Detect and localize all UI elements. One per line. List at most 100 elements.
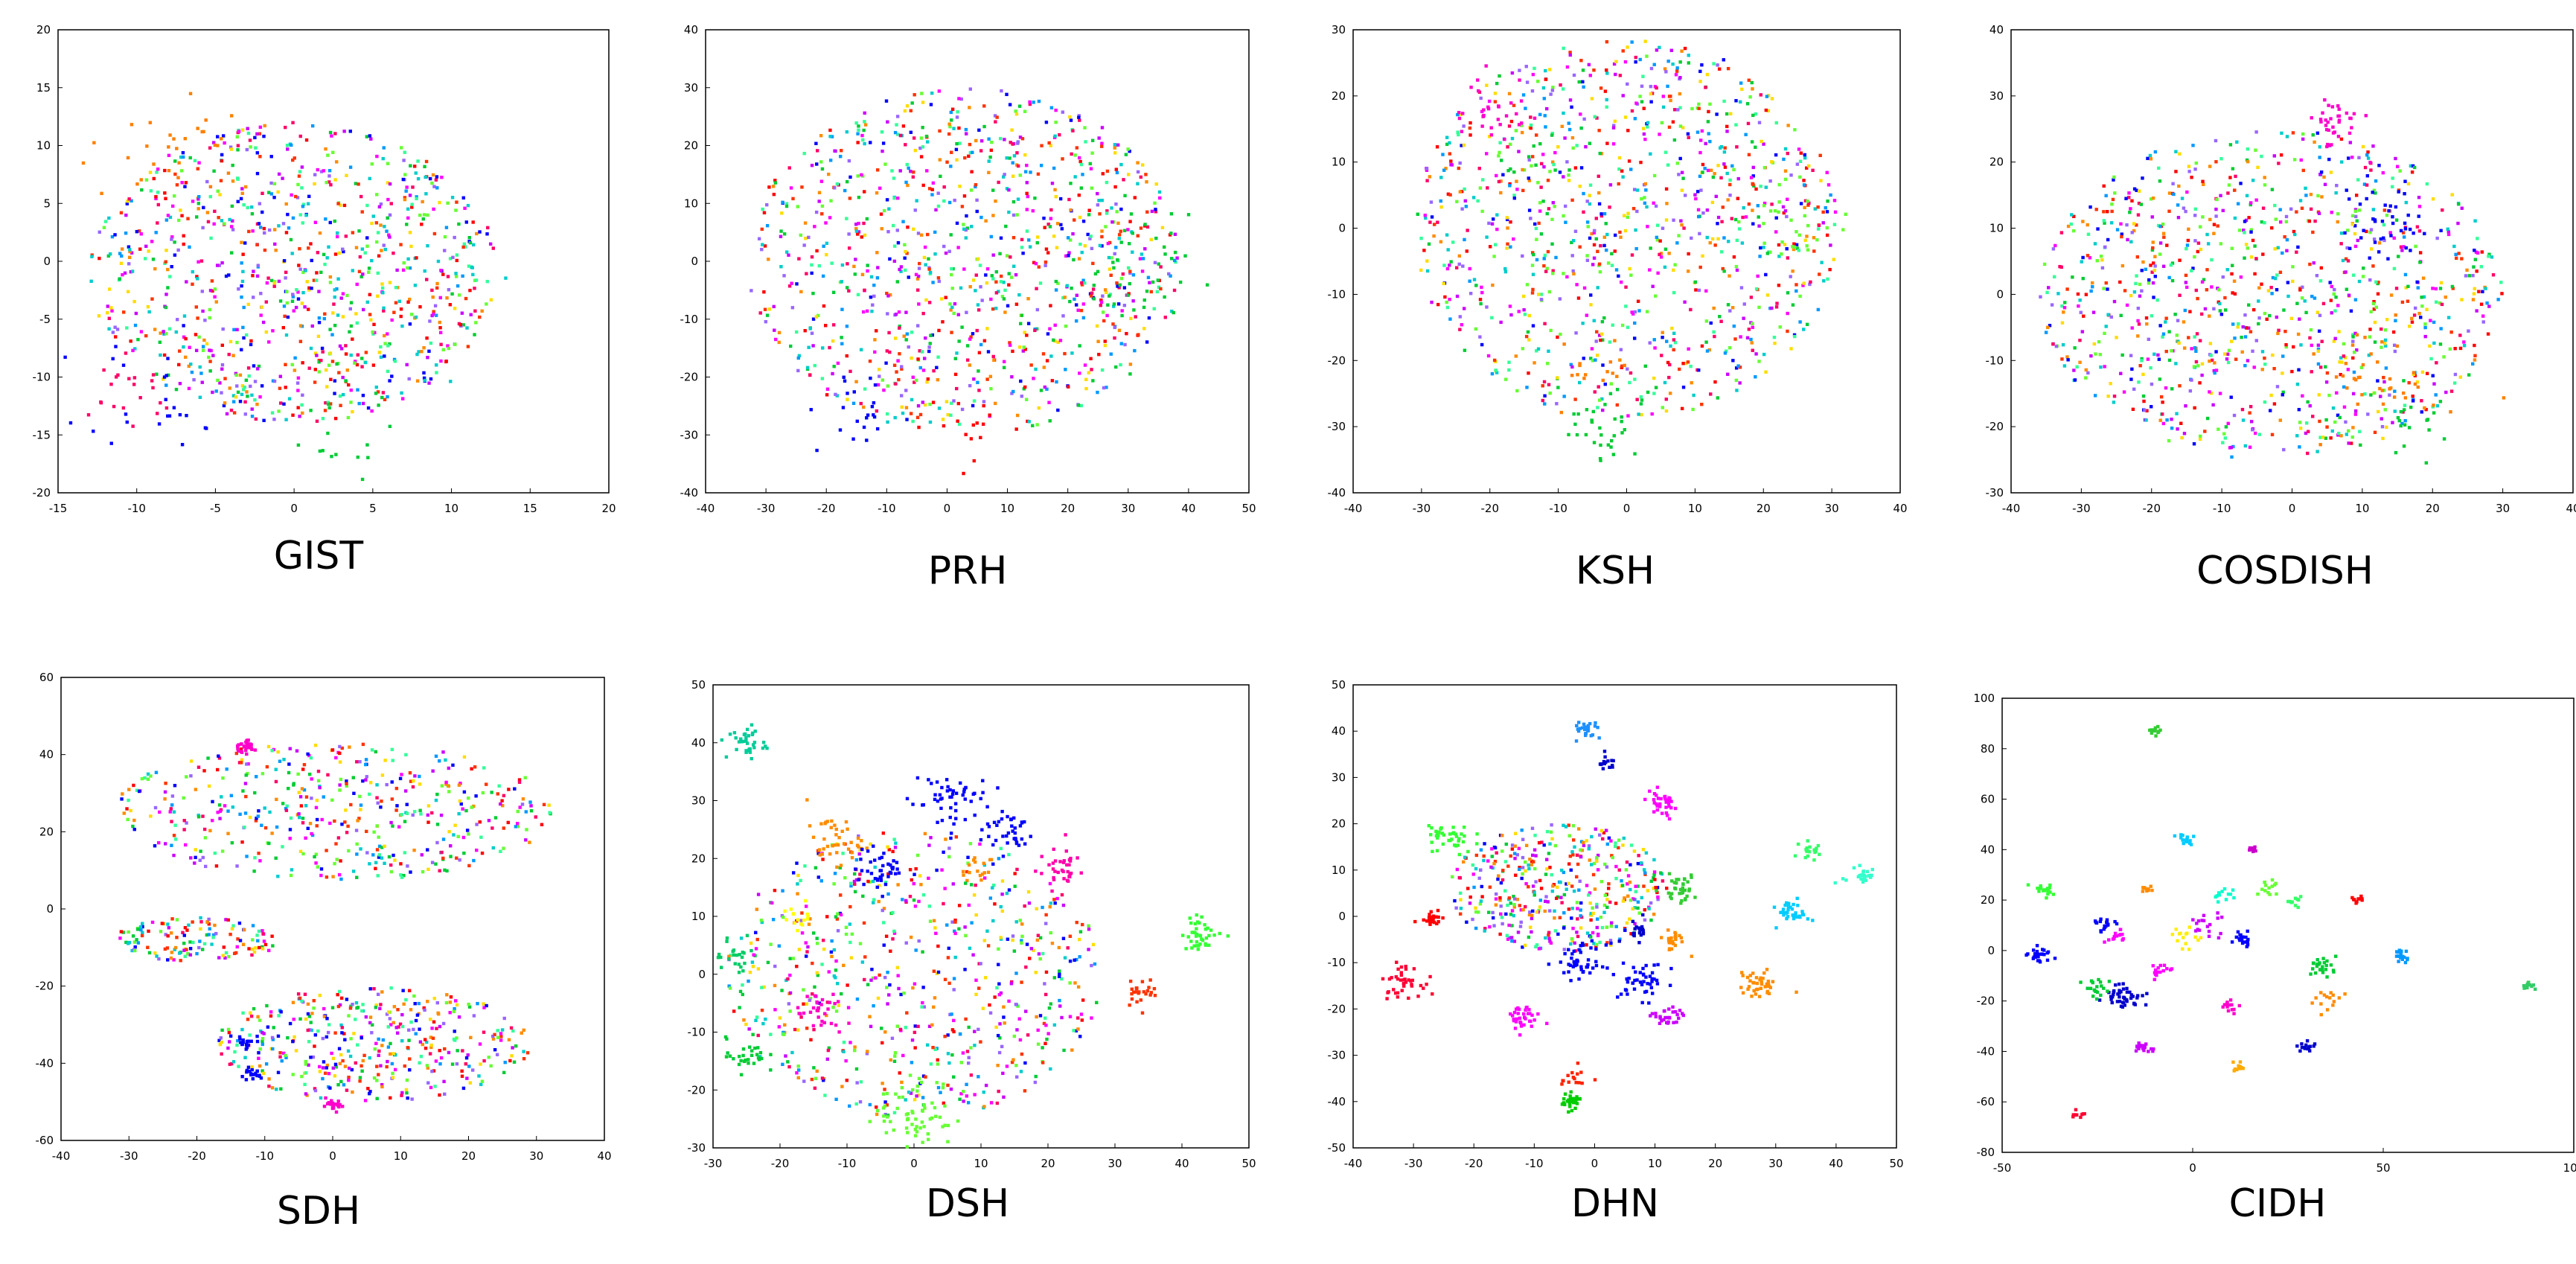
data-point <box>287 397 292 400</box>
data-point <box>921 400 925 404</box>
data-point <box>465 326 469 330</box>
data-point <box>1789 347 1793 351</box>
data-point <box>1186 213 1191 217</box>
data-point <box>2438 287 2443 290</box>
data-point <box>1713 334 1716 339</box>
data-point <box>962 223 965 226</box>
data-point <box>426 848 429 852</box>
data-point <box>784 202 789 205</box>
data-point <box>212 141 216 144</box>
data-point <box>2377 280 2380 284</box>
data-point <box>212 933 216 937</box>
x-tick-label: 0 <box>2289 502 2296 515</box>
data-point <box>2225 357 2229 361</box>
data-point <box>1602 235 1607 239</box>
data-point <box>1709 321 1713 325</box>
data-point <box>372 830 376 834</box>
data-point <box>1683 300 1687 304</box>
x-tick-label: -40 <box>2002 502 2021 515</box>
data-point <box>2352 112 2356 116</box>
data-point <box>893 130 898 135</box>
data-point <box>1074 319 1078 323</box>
data-point <box>323 409 327 412</box>
data-point <box>317 370 322 374</box>
data-point <box>1462 143 1466 147</box>
data-point <box>2332 339 2336 343</box>
data-point <box>2395 165 2400 168</box>
data-point <box>163 168 167 173</box>
data-point <box>218 381 222 385</box>
data-point <box>1626 215 1630 220</box>
data-point <box>468 240 473 245</box>
data-point <box>335 858 339 861</box>
data-point <box>1012 154 1017 158</box>
data-point <box>1585 200 1589 203</box>
data-point <box>195 275 199 278</box>
data-point <box>1551 86 1555 89</box>
data-point <box>2078 360 2082 364</box>
data-point <box>774 337 778 342</box>
data-point <box>2383 338 2388 342</box>
data-point <box>319 867 324 871</box>
data-point <box>423 165 426 169</box>
data-point <box>440 784 444 788</box>
data-point <box>2403 179 2407 183</box>
data-point <box>1477 167 1481 170</box>
data-point <box>1018 345 1022 349</box>
data-point <box>2099 255 2103 258</box>
data-point <box>231 163 234 167</box>
data-point <box>901 124 906 128</box>
data-point <box>2476 237 2479 240</box>
data-point <box>2178 384 2182 388</box>
data-point <box>2373 320 2377 325</box>
data-point <box>1611 126 1616 130</box>
data-point <box>2195 332 2199 336</box>
data-point <box>1425 269 1430 273</box>
data-point <box>89 279 93 283</box>
data-point <box>1826 183 1831 187</box>
data-point <box>998 136 1003 141</box>
data-point <box>1435 145 1439 149</box>
data-point <box>1592 256 1597 260</box>
data-point <box>159 400 162 405</box>
data-point <box>1596 249 1599 253</box>
data-point <box>346 415 351 420</box>
x-tick-label: 20 <box>601 502 616 515</box>
data-point <box>1491 217 1495 221</box>
data-point <box>125 202 130 205</box>
data-point <box>1155 290 1160 294</box>
data-point <box>1593 229 1597 233</box>
data-point <box>1119 240 1123 244</box>
data-point <box>1648 341 1652 345</box>
data-point <box>471 220 475 224</box>
data-point <box>989 148 994 153</box>
data-point <box>936 377 940 382</box>
data-point <box>2141 372 2145 377</box>
data-point <box>965 358 970 362</box>
data-point <box>1637 412 1640 416</box>
data-point <box>473 309 477 313</box>
data-point <box>947 122 951 126</box>
data-point <box>254 775 258 779</box>
data-point <box>2334 375 2339 379</box>
data-point <box>1505 246 1509 250</box>
data-point <box>2219 313 2224 316</box>
data-point <box>172 810 176 814</box>
data-point <box>2178 258 2182 262</box>
data-point <box>149 814 153 818</box>
data-point <box>1563 136 1567 140</box>
data-point <box>217 803 222 807</box>
data-point <box>1725 130 1729 133</box>
data-point <box>1439 205 1443 209</box>
data-point <box>1818 153 1822 158</box>
data-point <box>240 840 244 844</box>
data-point <box>131 348 135 353</box>
data-point <box>1734 366 1739 370</box>
points-sdh <box>118 738 552 1114</box>
data-point <box>275 825 279 829</box>
data-point <box>180 214 184 217</box>
data-point <box>1515 389 1519 393</box>
data-point <box>1163 316 1167 319</box>
data-point <box>338 788 342 792</box>
data-point <box>2253 272 2257 276</box>
